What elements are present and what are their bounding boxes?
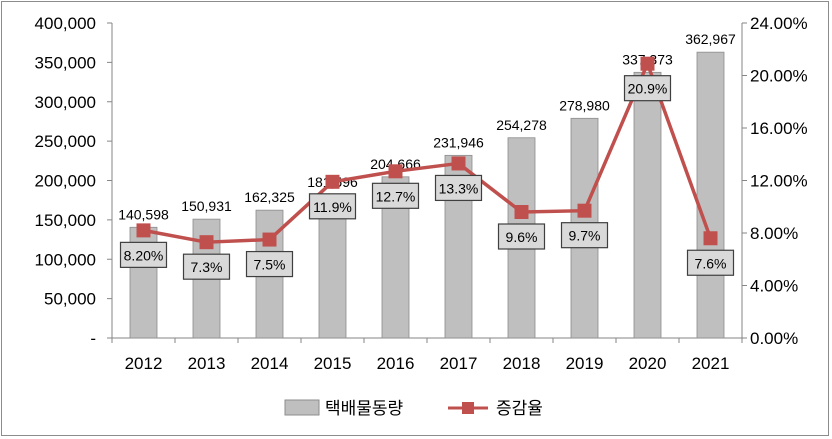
x-tick-label: 2014 xyxy=(251,354,289,373)
y-right-tick-label: 4.00% xyxy=(750,277,798,296)
y-right-tick-label: 20.00% xyxy=(750,67,808,86)
rate-marker xyxy=(640,56,655,71)
y-left-tick-label: 150,000 xyxy=(35,211,96,230)
x-tick-label: 2016 xyxy=(377,354,415,373)
rate-labels: 8.20% 7.3% 7.5% 11.9% 12.7% 13.3% 9.6% 9.7% 20.9… xyxy=(119,75,735,280)
rate-label-box xyxy=(686,249,735,276)
y-left-tick-label: 250,000 xyxy=(35,132,96,151)
rate-label: 9.6% xyxy=(506,229,538,245)
rate-label-box xyxy=(371,182,420,209)
y-left-tick-label: 300,000 xyxy=(35,93,96,112)
rate-marker xyxy=(199,235,214,250)
bar-value-label: 278,980 xyxy=(559,97,610,113)
x-tick-label: 2012 xyxy=(125,354,163,373)
bar-value-label: 254,278 xyxy=(496,117,547,133)
x-tick-label: 2013 xyxy=(188,354,226,373)
rate-marker xyxy=(514,205,529,219)
bar-value-label: 150,931 xyxy=(181,198,232,214)
bar-value-label: 362,967 xyxy=(685,31,736,47)
x-tick-label: 2021 xyxy=(692,354,730,373)
legend-label-rate: 증감율 xyxy=(496,399,543,419)
rate-label-box xyxy=(497,223,546,250)
rate-label: 9.7% xyxy=(569,228,601,244)
rate-label-box xyxy=(434,174,483,202)
rate-marker xyxy=(577,203,592,218)
y-left-tick-label: 50,000 xyxy=(44,290,96,309)
rate-marker xyxy=(325,174,340,189)
rate-label: 13.3% xyxy=(439,180,479,196)
bar-value-label: 140,598 xyxy=(118,206,169,222)
bar-value-label: 231,946 xyxy=(433,134,484,150)
rate-label-box xyxy=(623,75,672,102)
bar xyxy=(696,51,725,339)
bar-value-label: 162,325 xyxy=(244,189,295,205)
bars xyxy=(129,51,725,339)
rate-label-box xyxy=(182,253,231,280)
rate-label-box xyxy=(119,241,168,268)
y-right-tick-label: 8.00% xyxy=(750,224,798,243)
rate-label: 20.9% xyxy=(628,81,668,97)
rate-label: 8.20% xyxy=(124,247,164,263)
rate-series-line xyxy=(143,61,713,244)
legend-marker-rate xyxy=(462,402,474,414)
bar-value-label: 204,666 xyxy=(370,156,421,172)
y-left-tick-label: 100,000 xyxy=(35,250,96,269)
rate-marker xyxy=(451,156,466,171)
y-left-tick-label: 200,000 xyxy=(35,172,96,191)
rate-label: 7.3% xyxy=(191,259,223,275)
x-tick-label: 2015 xyxy=(314,354,352,373)
legend: 택배물동량 증감율 xyxy=(284,399,543,419)
rate-marker xyxy=(703,231,718,246)
rate-label-box xyxy=(560,222,609,249)
bar xyxy=(633,71,662,339)
rate-label: 7.5% xyxy=(254,257,286,273)
rate-label-box xyxy=(308,193,357,220)
x-tick-label: 2017 xyxy=(440,354,478,373)
x-tick-label: 2020 xyxy=(629,354,667,373)
x-tick-label: 2018 xyxy=(503,354,541,373)
tick-labels: - 50,000 100,000 150,000 200,000 250,000 300,0… xyxy=(35,14,808,373)
y-left-tick-label: 400,000 xyxy=(35,14,96,33)
y-left-tick-label: - xyxy=(90,329,96,348)
rate-label: 12.7% xyxy=(376,188,416,204)
y-right-tick-label: 0.00% xyxy=(750,329,798,348)
x-tick-label: 2019 xyxy=(566,354,604,373)
rate-label: 7.6% xyxy=(695,255,727,271)
rate-marker xyxy=(262,232,277,247)
y-left-tick-label: 350,000 xyxy=(35,53,96,72)
rate-label: 11.9% xyxy=(313,199,352,215)
rate-label-box xyxy=(245,250,294,278)
rate-marker xyxy=(388,164,403,179)
legend-swatch-bar xyxy=(284,399,320,416)
y-right-tick-label: 12.00% xyxy=(750,172,808,191)
y-right-tick-label: 16.00% xyxy=(750,119,808,138)
y-right-tick-label: 24.00% xyxy=(750,14,808,33)
rate-line xyxy=(136,56,718,250)
legend-label-bar: 택배물동량 xyxy=(325,399,404,419)
rate-marker xyxy=(136,223,151,238)
